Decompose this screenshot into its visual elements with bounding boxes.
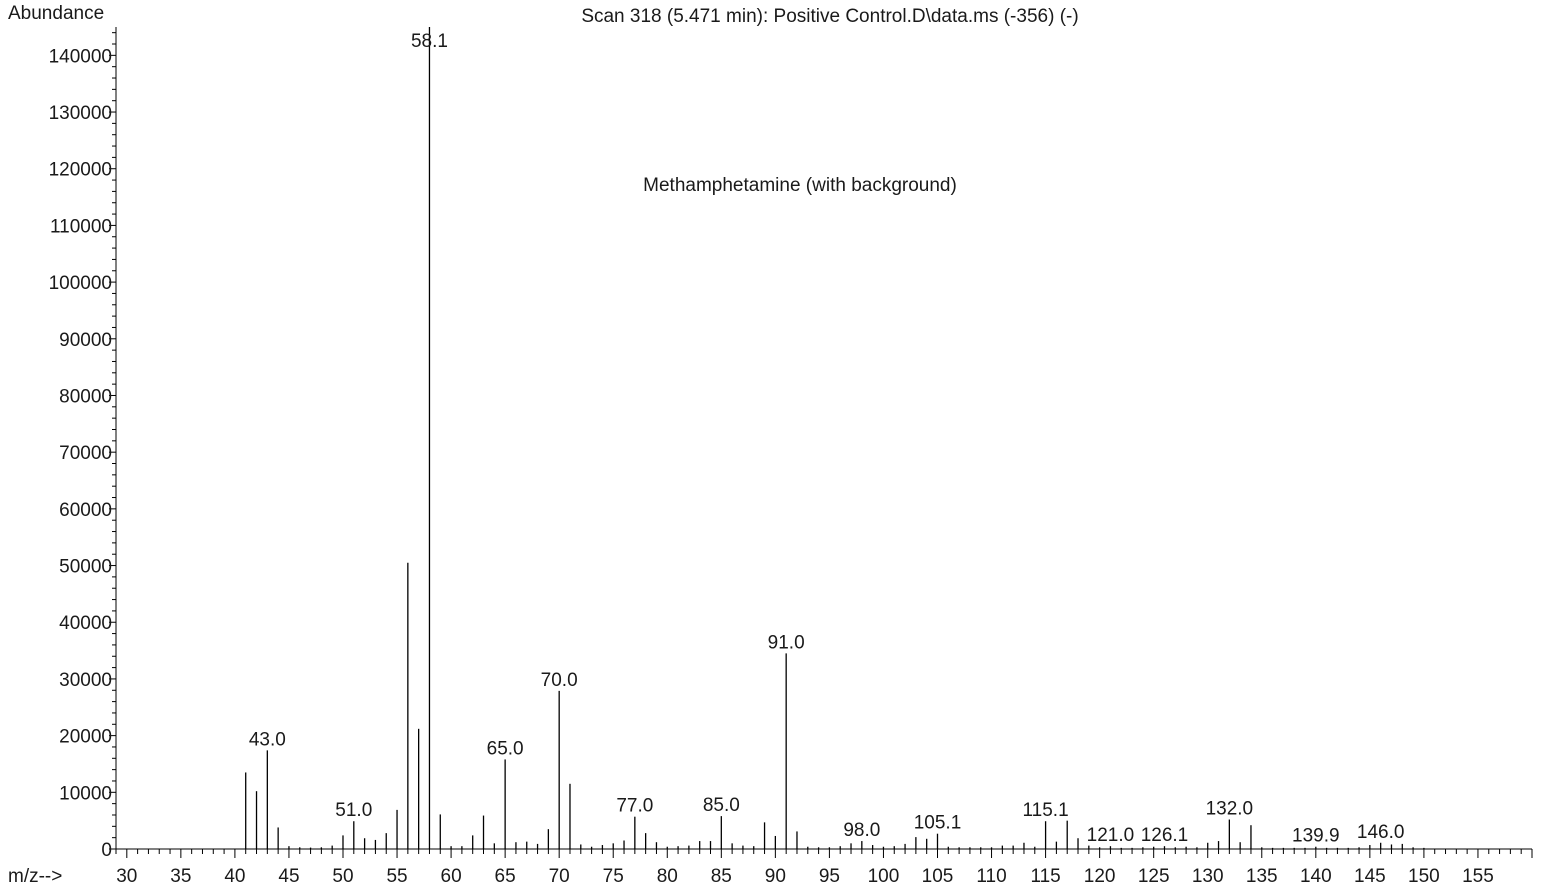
- x-tick-label: 65: [495, 866, 516, 887]
- x-tick-label: 70: [549, 866, 570, 887]
- x-tick-label: 150: [1408, 866, 1440, 887]
- x-tick-label: 35: [170, 866, 191, 887]
- x-tick-label: 125: [1138, 866, 1170, 887]
- x-tick-label: 90: [765, 866, 786, 887]
- peak-label: 115.1: [1023, 800, 1069, 821]
- x-tick-label: 100: [868, 866, 900, 887]
- y-tick-label: 30000: [59, 670, 112, 691]
- y-tick-label: 0: [101, 840, 112, 861]
- x-tick-label: 110: [976, 866, 1006, 887]
- y-tick-label: 90000: [59, 330, 112, 351]
- x-tick-label: 80: [657, 866, 678, 887]
- peak-labels: 43.0 51.0 58.1 65.0 70.0 77.0 85.0 91.0 98.0 105.…: [249, 31, 1405, 847]
- x-tick-label: 120: [1084, 866, 1116, 887]
- y-axis: 0 10000 20000 30000 40000 50000 60000 70000 8000…: [49, 27, 117, 861]
- x-tick-label: 155: [1462, 866, 1494, 887]
- x-tick-label: 145: [1354, 866, 1386, 887]
- x-tick-label: 130: [1192, 866, 1224, 887]
- y-tick-label: 70000: [59, 443, 112, 464]
- y-tick-label: 40000: [59, 613, 112, 634]
- spectrum-peaks: [245, 27, 1425, 849]
- peak-label: 51.0: [335, 800, 372, 821]
- x-axis-label: m/z-->: [8, 866, 62, 887]
- x-tick-label: 115: [1030, 866, 1060, 887]
- x-tick-label: 30: [116, 866, 137, 887]
- y-axis-label: Abundance: [8, 3, 104, 24]
- x-tick-label: 140: [1300, 866, 1332, 887]
- peak-label: 58.1: [411, 31, 448, 52]
- x-axis: 30 35 40 45 50 55 60 65 70 75 80 85 90 95 100 105 110 115…: [115, 848, 1533, 887]
- peak-label: 65.0: [487, 738, 524, 759]
- peak-label: 77.0: [616, 796, 653, 817]
- y-tick-label: 120000: [49, 160, 112, 181]
- y-tick-label: 50000: [59, 557, 112, 578]
- y-tick-label: 60000: [59, 500, 112, 521]
- peak-label: 91.0: [768, 632, 805, 653]
- peak-label: 146.0: [1357, 822, 1405, 843]
- x-tick-label: 75: [603, 866, 624, 887]
- y-tick-label: 20000: [59, 727, 112, 748]
- x-tick-label: 135: [1246, 866, 1278, 887]
- peak-label: 43.0: [249, 729, 286, 750]
- y-tick-label: 130000: [49, 103, 112, 124]
- chart-title: Scan 318 (5.471 min): Positive Control.D…: [581, 6, 1078, 27]
- y-tick-label: 140000: [49, 46, 112, 67]
- x-tick-label: 40: [224, 866, 245, 887]
- peak-label: 121.0: [1087, 825, 1135, 846]
- y-tick-label: 10000: [59, 783, 112, 804]
- x-tick-label: 55: [386, 866, 407, 887]
- peak-label: 132.0: [1206, 799, 1254, 820]
- x-tick-label: 105: [922, 866, 954, 887]
- peak-label: 85.0: [703, 795, 740, 816]
- x-tick-label: 60: [441, 866, 462, 887]
- y-tick-label: 110000: [50, 216, 112, 237]
- x-tick-label: 85: [711, 866, 732, 887]
- peak-label: 70.0: [541, 670, 578, 691]
- peak-label: 139.9: [1292, 826, 1340, 847]
- x-tick-label: 45: [278, 866, 299, 887]
- peak-label: 126.1: [1141, 825, 1189, 846]
- chart-annotation: Methamphetamine (with background): [643, 175, 957, 196]
- y-tick-label: 80000: [59, 386, 112, 407]
- x-tick-label: 50: [332, 866, 353, 887]
- peak-label: 105.1: [914, 813, 962, 834]
- y-tick-label: 100000: [49, 273, 112, 294]
- x-tick-label: 95: [819, 866, 840, 887]
- peak-label: 98.0: [843, 820, 880, 841]
